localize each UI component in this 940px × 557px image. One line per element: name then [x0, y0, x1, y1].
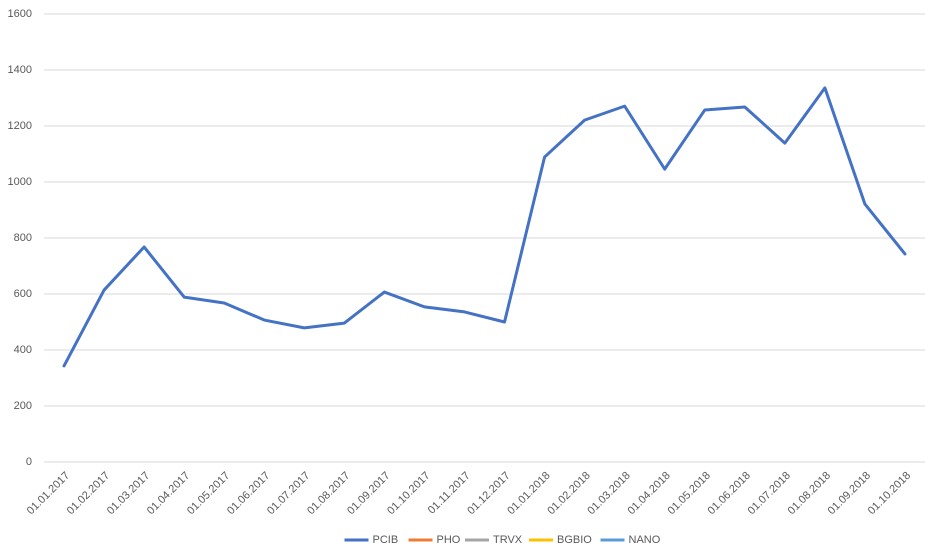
y-tick-label: 600: [14, 288, 32, 300]
y-tick-label: 1000: [8, 176, 32, 188]
line-series: [62, 86, 907, 368]
y-tick-label: 800: [14, 232, 32, 244]
y-tick-label: 0: [26, 456, 32, 468]
legend-label: PHO: [437, 534, 461, 546]
x-tick-label: 01.10.2017: [385, 470, 432, 517]
y-tick-label: 1200: [8, 120, 32, 132]
legend-label: TRVX: [493, 534, 523, 546]
y-tick-label: 1600: [8, 8, 32, 20]
legend-label: BGBIO: [557, 534, 592, 546]
x-tick-label: 01.10.2018: [866, 470, 913, 517]
y-tick-label: 400: [14, 344, 32, 356]
legend-label: PCIB: [373, 534, 399, 546]
y-tick-label: 1400: [8, 64, 32, 76]
legend-label: NANO: [629, 534, 661, 546]
y-tick-label: 200: [14, 400, 32, 412]
